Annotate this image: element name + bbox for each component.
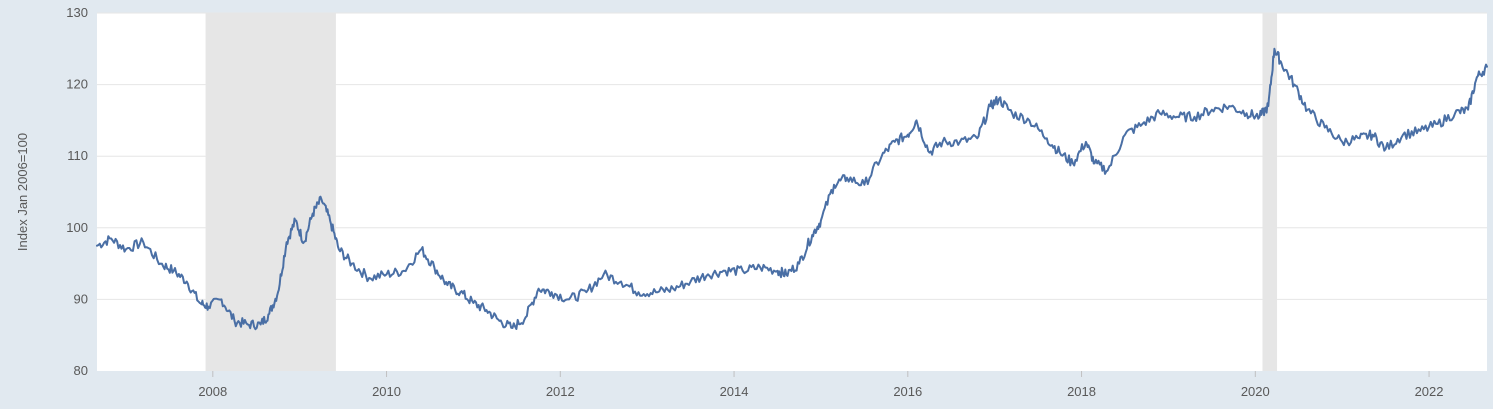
x-tick-label: 2010 [372, 384, 401, 399]
x-tick-label: 2016 [893, 384, 922, 399]
series-layer [96, 47, 1488, 331]
x-tick-label: 2022 [1415, 384, 1444, 399]
y-tick-label: 90 [74, 291, 88, 306]
x-tick-label: 2012 [546, 384, 575, 399]
recession-band-1 [205, 13, 336, 371]
series-line-1 [96, 47, 1488, 331]
y-tick-label: 130 [66, 5, 88, 20]
y-tick-label: 80 [74, 363, 88, 378]
x-axis-ticks: 2008 2010 2012 2014 2016 2018 2020 2022 [198, 371, 1444, 399]
recession-band-2 [1262, 13, 1278, 371]
y-axis-ticks: 80 90 100 110 120 130 [66, 5, 88, 378]
x-tick-label: 2008 [198, 384, 227, 399]
y-tick-label: 120 [66, 77, 88, 92]
y-tick-label: 100 [66, 220, 88, 235]
x-tick-label: 2020 [1241, 384, 1270, 399]
gridlines [97, 12, 1487, 300]
x-tick-label: 2018 [1067, 384, 1096, 399]
y-axis-title: Index Jan 2006=100 [15, 133, 30, 251]
y-tick-label: 110 [67, 148, 88, 163]
x-tick-label: 2014 [720, 384, 749, 399]
